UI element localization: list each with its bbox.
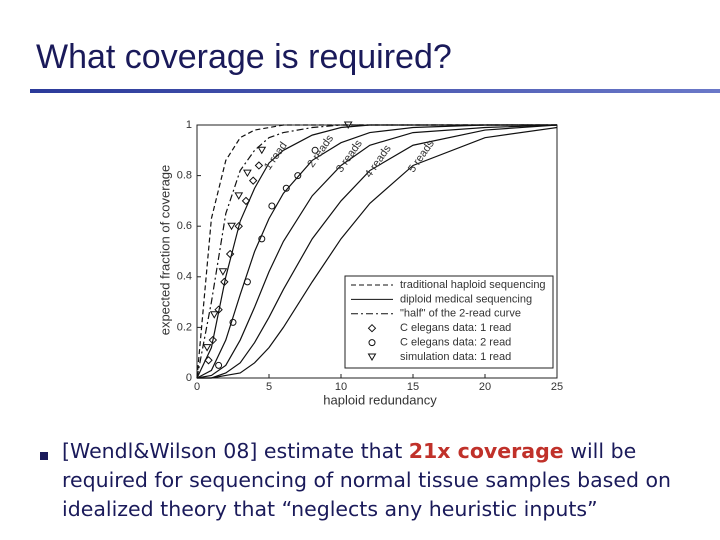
- data-point: [234, 221, 243, 231]
- text: [Wendl&Wilson 08] estimate that: [62, 439, 409, 463]
- data-point: [268, 202, 276, 210]
- data-point: [227, 222, 236, 231]
- bullet-marker: [40, 452, 48, 460]
- curve-label: 2 reads: [305, 132, 336, 169]
- x-axis-label: haploid redundancy: [323, 392, 437, 407]
- legend-marker: [367, 323, 377, 333]
- data-point: [215, 361, 223, 369]
- bullet-text: [Wendl&Wilson 08] estimate that 21x cove…: [62, 437, 682, 524]
- data-point: [243, 278, 251, 286]
- curve-label: 1 read: [262, 140, 290, 172]
- data-point: [343, 121, 353, 129]
- diploid-curve: [197, 126, 558, 379]
- legend-label: diploid medical sequencing: [400, 293, 532, 305]
- legend-marker: [367, 353, 377, 361]
- data-point: [214, 305, 223, 314]
- data-point: [204, 356, 213, 365]
- haploid-curve: [196, 124, 557, 379]
- legend-label: simulation data: 1 read: [400, 351, 511, 363]
- legend-box: [344, 275, 554, 369]
- title-rule: [30, 89, 720, 93]
- data-point: [257, 146, 267, 155]
- data-point: [254, 161, 264, 170]
- data-point: [241, 196, 251, 206]
- y-axis-label: expected fraction of coverage: [157, 165, 172, 336]
- curve-label: 4 reads: [363, 143, 394, 180]
- data-point: [220, 277, 229, 287]
- x-tick-label: 10: [335, 381, 347, 393]
- y-tick-label: 0.2: [177, 321, 192, 333]
- legend-label: "half" of the 2-read curve: [400, 308, 521, 320]
- legend-label: C elegans data: 2 read: [400, 337, 511, 349]
- diploid-curve: [196, 124, 557, 379]
- data-point: [282, 184, 290, 192]
- data-point: [202, 344, 212, 352]
- data-point: [294, 172, 302, 180]
- curve-label: 3 reads: [334, 138, 365, 175]
- x-tick-label: 5: [266, 381, 272, 393]
- data-point: [208, 335, 218, 345]
- data-point: [229, 318, 237, 326]
- y-tick-label: 0: [186, 372, 192, 384]
- data-point: [248, 176, 258, 185]
- y-tick-label: 0.6: [177, 220, 192, 232]
- legend-marker: [368, 339, 376, 347]
- x-tick-label: 25: [551, 381, 563, 393]
- x-tick-label: 0: [194, 381, 200, 393]
- text: will be required for sequencing of norma…: [62, 439, 672, 521]
- data-point: [225, 249, 235, 259]
- slide-title: What coverage is required?: [36, 38, 452, 76]
- chart: haploid redundancy expected fraction of …: [157, 119, 563, 408]
- data-point: [311, 146, 319, 154]
- data-point: [243, 169, 252, 178]
- y-tick-label: 0.8: [177, 170, 192, 182]
- data-point: [258, 235, 266, 243]
- diploid-curve: [196, 124, 558, 379]
- x-tick-label: 15: [407, 381, 419, 393]
- data-point: [234, 192, 244, 200]
- diploid-curve: [197, 124, 558, 379]
- x-tick-label: 20: [479, 381, 491, 393]
- y-tick-label: 0.4: [177, 271, 192, 283]
- legend-label: C elegans data: 1 read: [400, 322, 511, 334]
- data-point: [218, 268, 228, 276]
- legend-label: traditional haploid sequencing: [400, 279, 546, 291]
- data-point: [209, 311, 219, 319]
- highlight: 21x coverage: [408, 439, 564, 463]
- y-tick-label: 1: [186, 119, 192, 131]
- diploid-curve: [196, 124, 557, 379]
